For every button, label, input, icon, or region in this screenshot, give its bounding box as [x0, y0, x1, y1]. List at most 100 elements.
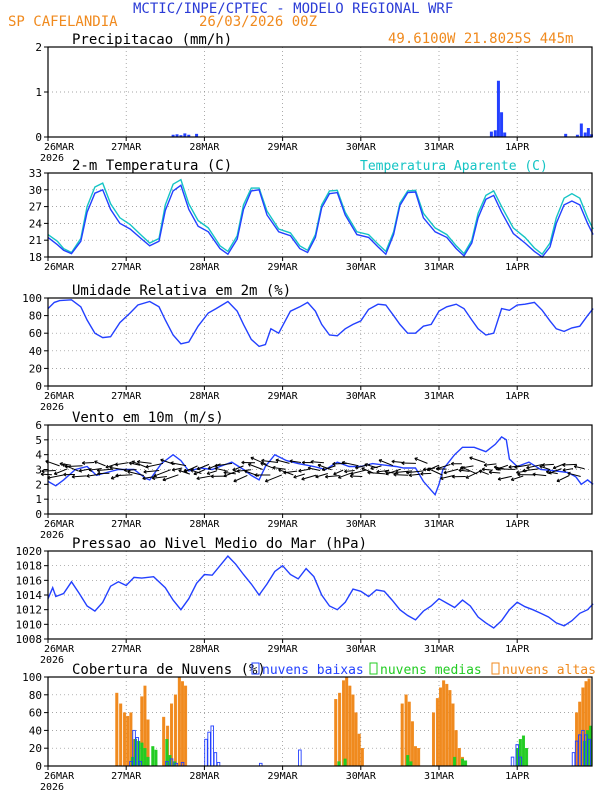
wind-arrowhead — [61, 463, 66, 467]
wind-arrowhead — [63, 472, 67, 477]
wind-arrow — [115, 462, 129, 466]
wind-arrow — [489, 471, 501, 474]
wind-arrowhead — [332, 461, 336, 466]
high-cloud-bar — [357, 733, 361, 767]
x-tick-label: 29MAR — [268, 771, 299, 782]
wind-arrow — [338, 472, 351, 479]
plot-frame — [47, 676, 593, 767]
precip-bar — [496, 80, 500, 137]
high-cloud-bar — [414, 746, 418, 767]
y-tick-label: 0 — [35, 131, 42, 144]
wind-arrowhead — [376, 469, 380, 474]
wind-arrow — [440, 474, 455, 480]
wind-arrowhead — [493, 465, 498, 470]
y-tick-label: 33 — [29, 167, 42, 180]
x-year-label: 2026 — [40, 530, 64, 541]
precip-bar — [493, 130, 497, 137]
wind-arrowhead — [110, 475, 115, 480]
wind-arrowhead — [293, 474, 297, 479]
y-tick-label: 30 — [29, 184, 42, 197]
y-tick-label: 18 — [29, 251, 42, 264]
x-tick-label: 28MAR — [189, 391, 220, 402]
x-tick-label: 27MAR — [111, 771, 142, 782]
wind-arrow — [350, 469, 367, 475]
legend-high-clouds-swatch — [491, 662, 500, 675]
x-tick-label: 1APR — [505, 644, 530, 655]
wind-arrowhead — [145, 464, 149, 469]
mid-cloud-bar — [343, 758, 347, 767]
y-tick-label: 20 — [29, 742, 42, 755]
wind-arrow — [414, 457, 428, 464]
precip-bar — [171, 134, 175, 137]
wind-arrowhead — [414, 457, 418, 461]
wind-arrow — [115, 474, 133, 477]
wind-arrowhead — [315, 474, 319, 479]
high-cloud-bar — [445, 683, 449, 767]
wind-arrowhead — [223, 473, 227, 478]
high-cloud-bar — [115, 692, 119, 767]
wind-arrow — [142, 475, 156, 479]
y-tick-label: 0 — [35, 760, 42, 773]
wind-arrowhead — [131, 460, 136, 465]
precip-bar — [500, 112, 504, 137]
y-tick-label: 5 — [35, 434, 42, 447]
wind-arrow — [190, 469, 202, 474]
wind-arrowhead — [105, 464, 109, 469]
wind-arrowhead — [391, 459, 395, 464]
high-cloud-bar — [123, 712, 127, 767]
x-tick-label: 28MAR — [189, 519, 220, 530]
wind-arrow — [172, 467, 183, 471]
wind-arrowhead — [53, 471, 58, 476]
wind-arrowhead — [510, 477, 515, 482]
wind-arrowhead — [236, 469, 240, 474]
wind-arrowhead — [78, 468, 83, 473]
y-tick-label: 0 — [35, 508, 42, 521]
wind-arrow — [178, 469, 191, 475]
wind-arrowhead — [170, 461, 174, 466]
wind-arrowhead — [427, 467, 431, 472]
wind-arrow — [469, 457, 486, 463]
wind-arrow — [248, 463, 263, 470]
wind-arrow — [233, 474, 248, 482]
wind-arrowhead — [393, 472, 397, 477]
y-tick-label: 40 — [29, 345, 42, 358]
high-cloud-bar — [360, 748, 364, 767]
low-cloud-bar — [213, 752, 218, 767]
wind-arrow — [406, 470, 424, 474]
x-tick-label: 28MAR — [189, 262, 220, 273]
wind-arrow — [145, 462, 164, 468]
wind-arrow — [378, 459, 394, 467]
wind-arrowhead — [278, 468, 282, 473]
wind-arrowhead — [548, 470, 552, 475]
mid-cloud-bar — [143, 748, 147, 767]
low-cloud-bar — [298, 749, 302, 767]
mid-cloud-bar — [146, 756, 150, 767]
wind-arrow — [516, 470, 528, 474]
x-tick-label: 1APR — [505, 262, 530, 273]
x-tick-label: 31MAR — [424, 644, 455, 655]
y-tick-label: 60 — [29, 327, 42, 340]
x-tick-label: 1APR — [505, 771, 530, 782]
wind-arrowhead — [310, 459, 314, 464]
precip-bar — [586, 128, 590, 137]
wind-arrowhead — [223, 470, 227, 475]
wind-arrowhead — [244, 469, 248, 474]
x-year-label: 2026 — [40, 402, 64, 413]
wind-arrowhead — [526, 465, 530, 470]
low-cloud-bar — [571, 752, 576, 767]
wind-arrowhead — [395, 470, 399, 475]
wind-arrowhead — [517, 472, 521, 477]
wind-arrow — [54, 468, 68, 475]
x-tick-label: 27MAR — [111, 644, 142, 655]
x-tick-label: 28MAR — [189, 771, 220, 782]
wind-arrowhead — [41, 469, 45, 474]
high-cloud-bar — [334, 699, 338, 767]
wind-arrowhead — [81, 460, 86, 465]
wind-arrowhead — [283, 470, 287, 475]
wind-arrow — [465, 470, 482, 479]
high-cloud-bar — [435, 698, 439, 767]
x-tick-label: 29MAR — [268, 262, 299, 273]
wind-arrowhead — [522, 468, 526, 473]
